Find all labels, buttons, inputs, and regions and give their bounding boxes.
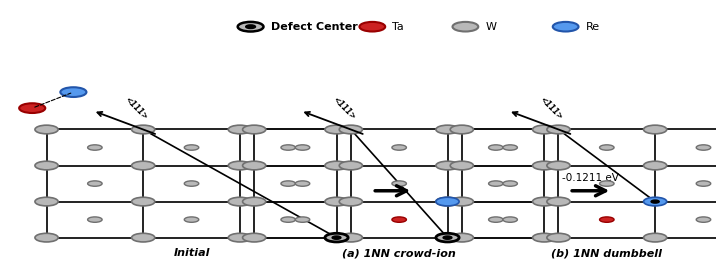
- Circle shape: [547, 197, 570, 206]
- Circle shape: [599, 217, 614, 222]
- Circle shape: [228, 233, 251, 242]
- Circle shape: [436, 197, 459, 206]
- Circle shape: [547, 125, 570, 134]
- Circle shape: [392, 145, 407, 150]
- Circle shape: [547, 233, 570, 242]
- Circle shape: [533, 125, 556, 134]
- Circle shape: [450, 197, 473, 206]
- Circle shape: [533, 233, 556, 242]
- Circle shape: [295, 181, 310, 186]
- Text: (a) 1NN crowd-ion: (a) 1NN crowd-ion: [342, 248, 456, 258]
- Circle shape: [547, 161, 570, 170]
- Circle shape: [450, 125, 473, 134]
- Circle shape: [132, 197, 155, 206]
- Circle shape: [488, 181, 503, 186]
- Circle shape: [450, 233, 473, 242]
- Circle shape: [35, 161, 58, 170]
- Text: Initial: Initial: [173, 248, 210, 258]
- Circle shape: [132, 233, 155, 242]
- Circle shape: [503, 145, 518, 150]
- Circle shape: [295, 145, 310, 150]
- Circle shape: [87, 145, 102, 150]
- Circle shape: [339, 197, 362, 206]
- Circle shape: [184, 217, 199, 222]
- Circle shape: [35, 197, 58, 206]
- Circle shape: [281, 145, 296, 150]
- Circle shape: [533, 161, 556, 170]
- Circle shape: [184, 181, 199, 186]
- Text: -0.1211 eV: -0.1211 eV: [562, 173, 619, 183]
- Circle shape: [644, 197, 667, 206]
- Circle shape: [228, 197, 251, 206]
- Text: <111>: <111>: [123, 95, 150, 121]
- Circle shape: [228, 161, 251, 170]
- Circle shape: [184, 145, 199, 150]
- Circle shape: [553, 22, 579, 32]
- Circle shape: [696, 217, 711, 222]
- Circle shape: [503, 217, 518, 222]
- Circle shape: [488, 217, 503, 222]
- Circle shape: [325, 125, 348, 134]
- Text: Re: Re: [586, 22, 600, 32]
- Text: <111>: <111>: [538, 95, 565, 121]
- Circle shape: [243, 197, 266, 206]
- Circle shape: [281, 181, 296, 186]
- Circle shape: [436, 197, 459, 206]
- Circle shape: [332, 236, 341, 239]
- Circle shape: [651, 200, 659, 203]
- Circle shape: [503, 181, 518, 186]
- Circle shape: [19, 103, 45, 113]
- Circle shape: [281, 217, 296, 222]
- Circle shape: [295, 217, 310, 222]
- Circle shape: [599, 181, 614, 186]
- Text: far: far: [66, 90, 78, 99]
- Circle shape: [246, 25, 256, 29]
- Circle shape: [453, 22, 478, 32]
- Circle shape: [132, 125, 155, 134]
- Circle shape: [599, 145, 614, 150]
- Circle shape: [436, 125, 459, 134]
- Circle shape: [696, 181, 711, 186]
- Circle shape: [339, 233, 362, 242]
- Circle shape: [392, 217, 407, 222]
- Circle shape: [87, 217, 102, 222]
- Circle shape: [644, 233, 667, 242]
- Circle shape: [243, 233, 266, 242]
- Text: Ta: Ta: [392, 22, 404, 32]
- Circle shape: [339, 161, 362, 170]
- Circle shape: [243, 161, 266, 170]
- Circle shape: [450, 161, 473, 170]
- Circle shape: [228, 125, 251, 134]
- Circle shape: [359, 22, 385, 32]
- Circle shape: [87, 181, 102, 186]
- Circle shape: [243, 125, 266, 134]
- Text: Defect Center: Defect Center: [271, 22, 357, 32]
- Circle shape: [339, 125, 362, 134]
- Text: <111>: <111>: [331, 95, 357, 121]
- Circle shape: [436, 161, 459, 170]
- Circle shape: [436, 233, 459, 242]
- Circle shape: [644, 161, 667, 170]
- Circle shape: [696, 145, 711, 150]
- Circle shape: [392, 181, 407, 186]
- Circle shape: [132, 161, 155, 170]
- Circle shape: [60, 87, 87, 97]
- Circle shape: [325, 197, 348, 206]
- Text: (b) 1NN dumbbell: (b) 1NN dumbbell: [551, 248, 662, 258]
- Circle shape: [325, 161, 348, 170]
- Circle shape: [533, 197, 556, 206]
- Circle shape: [238, 22, 263, 32]
- Circle shape: [325, 233, 348, 242]
- Text: W: W: [485, 22, 496, 32]
- Circle shape: [644, 125, 667, 134]
- Circle shape: [35, 125, 58, 134]
- Circle shape: [488, 145, 503, 150]
- Circle shape: [35, 233, 58, 242]
- Circle shape: [443, 236, 452, 239]
